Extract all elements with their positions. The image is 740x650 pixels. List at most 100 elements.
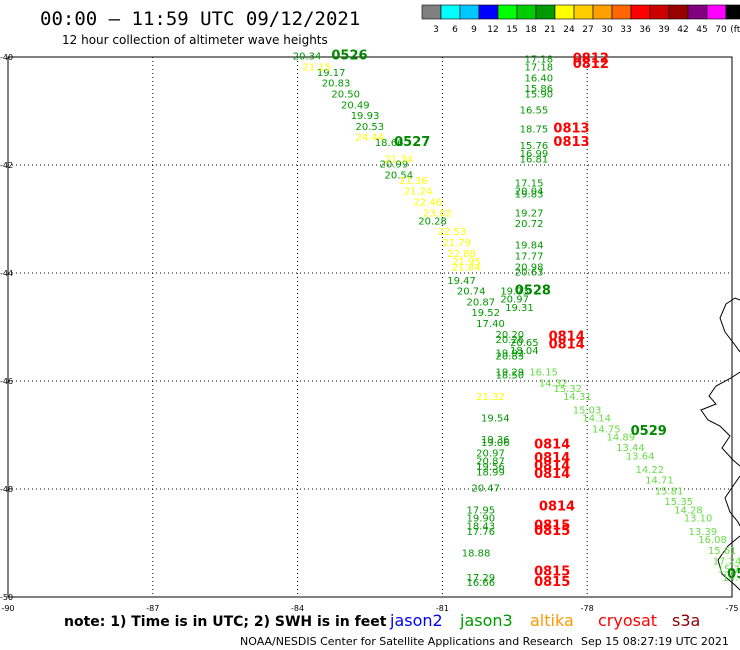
- wave-height-value: 15.76: [520, 141, 549, 152]
- wave-height-value: 16.66: [467, 578, 496, 589]
- colorbar-label: 36: [639, 25, 651, 35]
- wave-height-value: 16.40: [524, 73, 553, 84]
- wave-height-value: 15.35: [664, 497, 693, 508]
- wave-height-value: 19.73: [500, 287, 529, 298]
- wave-height-value: 20.87: [476, 457, 505, 468]
- wave-height-value: 19.29: [495, 368, 524, 379]
- colorbar-swatch: [706, 4, 727, 20]
- wave-height-value: 18.75: [520, 125, 549, 136]
- wave-height-value: 14.14: [582, 414, 611, 425]
- wave-height-value: 19.31: [505, 303, 534, 314]
- pass-time-label: 05: [727, 567, 740, 582]
- x-tick-label: -90: [1, 604, 14, 613]
- wave-height-value: 20.74: [457, 287, 486, 298]
- wave-height-value: 15.90: [524, 90, 553, 101]
- wave-height-value: 19.84: [515, 241, 544, 252]
- wave-height-value: 19.92: [495, 349, 524, 360]
- y-tick-label: -50: [0, 593, 13, 602]
- pass-time-label: 0813: [553, 122, 589, 137]
- colorbar-swatch: [497, 4, 518, 20]
- timestamp: Sep 15 08:27:19 UTC 2021: [581, 635, 729, 648]
- wave-height-value: 13.44: [616, 443, 645, 454]
- y-tick-label: -40: [0, 53, 13, 62]
- wave-height-value: 19.93: [351, 111, 380, 122]
- wave-height-value: 20.63: [515, 268, 544, 279]
- wave-height-value: 19.56: [476, 462, 505, 473]
- wave-height-value: 15.81: [655, 486, 684, 497]
- colorbar-swatch: [535, 4, 556, 20]
- wave-height-value: 18.43: [467, 522, 496, 533]
- colorbar-swatch: [668, 4, 689, 20]
- wave-height-value: 20.98: [515, 262, 544, 273]
- wave-height-value: 20.28: [418, 216, 447, 227]
- wave-height-value: 13.10: [684, 513, 713, 524]
- chart-title: 00:00 – 11:59 UTC 09/12/2021: [40, 8, 360, 30]
- legend-item: s3a: [672, 611, 700, 630]
- wave-height-value: 15.76: [718, 565, 740, 576]
- colorbar-swatch: [649, 4, 670, 20]
- pass-time-label: 0814: [539, 500, 575, 515]
- pass-time-label: 0812: [573, 57, 609, 72]
- wave-height-value: 15.86: [524, 84, 553, 95]
- pass-time-label: 0815: [534, 564, 570, 579]
- wave-height-value: 21.36: [399, 176, 428, 187]
- wave-height-value: 20.65: [510, 338, 539, 349]
- colorbar-swatch: [421, 4, 442, 20]
- x-tick-label: -84: [291, 604, 304, 613]
- wave-height-value: 14.28: [674, 505, 703, 516]
- wave-height-value: 20.53: [356, 122, 385, 133]
- wave-height-value: 20.87: [467, 297, 496, 308]
- wave-height-value: 20.83: [495, 351, 524, 362]
- pass-time-label: 0814: [549, 338, 585, 353]
- y-tick-label: -46: [0, 377, 13, 386]
- pass-time-label: 0814: [549, 330, 585, 345]
- colorbar-swatch: [630, 4, 651, 20]
- wave-height-value: 21.15: [302, 63, 331, 74]
- credit-line: NOAA/NESDIS Center for Satellite Applica…: [240, 635, 573, 648]
- wave-height-value: 17.24: [713, 557, 740, 568]
- time-labels: 0526052705280529050812081208130813081408…: [331, 49, 740, 591]
- wave-height-value: 16.08: [698, 535, 727, 546]
- legend-item: altika: [530, 611, 574, 630]
- wave-height-value: 19.90: [467, 513, 496, 524]
- wave-height-value: 19.83: [515, 189, 544, 200]
- wave-height-value: 17.18: [524, 63, 553, 74]
- wave-height-value: 17.29: [467, 573, 496, 584]
- wave-height-value: 20.34: [293, 52, 322, 63]
- wave-height-value: 20.99: [380, 160, 409, 171]
- colorbar-swatch: [725, 4, 740, 20]
- colorbar-label: 42: [677, 25, 688, 35]
- footnote: note: 1) Time is in UTC; 2) SWH is in fe…: [64, 614, 387, 630]
- wave-height-value: 19.27: [515, 208, 544, 219]
- colorbar-label: 39: [658, 25, 670, 35]
- colorbar-label: 12: [487, 25, 498, 35]
- y-tick-label: -42: [0, 161, 13, 170]
- wave-height-value: 18.88: [462, 549, 491, 560]
- wave-height-value: 15.03: [573, 405, 602, 416]
- colorbar-label: 3: [433, 25, 439, 35]
- legend: jason2 jason3 altika cryosat s3a: [389, 611, 700, 630]
- colorbar-label: 27: [582, 25, 593, 35]
- pass-time-label: 0812: [573, 51, 609, 66]
- coastline-path: [700, 297, 740, 591]
- wave-height-value: 23.02: [423, 208, 452, 219]
- wave-height-value: 14.49: [722, 573, 740, 584]
- wave-height-value: 21.95: [452, 257, 481, 268]
- pass-time-label: 0527: [394, 135, 430, 150]
- wave-height-value: 17.77: [515, 252, 544, 263]
- wave-height-value: 13.64: [626, 451, 655, 462]
- pass-time-label: 0814: [534, 451, 570, 466]
- wave-height-value: 18.04: [510, 346, 539, 357]
- wave-height-value: 20.54: [384, 171, 413, 182]
- plot-frame: [7, 56, 733, 598]
- colorbar-label: 15: [506, 25, 517, 35]
- wave-height-value: 14.22: [635, 465, 664, 476]
- wave-height-value: 14.75: [592, 424, 621, 435]
- wave-height-value: 13.39: [689, 527, 718, 538]
- y-tick-label: -44: [0, 269, 13, 278]
- wave-height-value: 16.15: [529, 368, 558, 379]
- colorbar-label: 33: [620, 25, 631, 35]
- pass-time-label: 0814: [534, 467, 570, 482]
